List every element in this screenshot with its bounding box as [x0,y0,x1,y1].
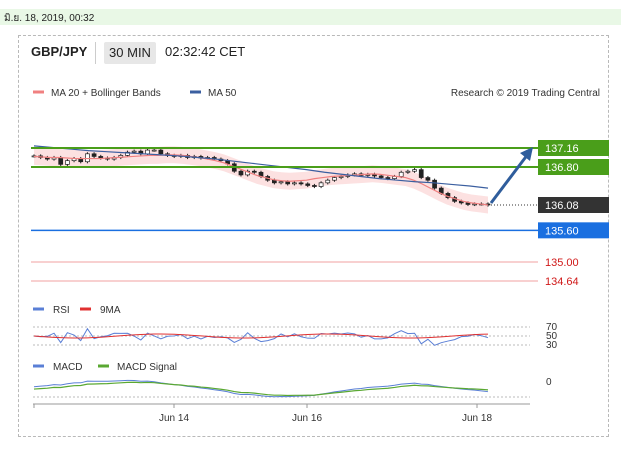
support-tag [538,222,609,239]
candle-body [338,176,344,178]
macd-zero-label: 0 [546,377,552,388]
candle-body [425,177,431,181]
candle-body [418,169,424,178]
rsi-plot [33,327,489,346]
levels-layer: 137.16 136.80 135.60 135.00 134.64 136.08 [31,140,609,288]
candle-body [385,177,391,179]
resistance-tag [538,140,609,156]
candle-body [305,183,311,186]
macd-plot [33,379,489,398]
ma20-line [33,154,489,206]
candle-body [278,181,284,184]
symbol-title: GBP/JPY [31,44,88,59]
candle-body [65,160,70,165]
forecast-arrowhead-icon [520,147,533,161]
current-price-tag [538,197,609,213]
clock-display: 02:32:42 CET [165,44,246,59]
candle-body [251,170,257,173]
candle-body [412,169,417,172]
candle-body [325,179,331,184]
date-bar: มิ.ย. 18, 2019, 00:32 [0,9,621,25]
target-value: 135.00 [545,257,579,269]
candle-body [465,202,471,205]
candle-body [332,177,337,181]
ma50-line [33,145,489,189]
target-value: 134.64 [545,276,579,288]
candle-body [285,181,291,185]
research-credit: Research © 2019 Trading Central [451,88,600,99]
rsi-70-label: 70 [546,322,558,333]
x-tick-label-jun16: Jun 16 [292,413,322,424]
rsi-legend-label: RSI [53,305,70,316]
bollinger-band [34,146,488,214]
candle-body [292,182,297,185]
candle-body [58,157,64,165]
macd-line [33,379,489,398]
price-plot [31,145,491,214]
candle-body [91,153,97,157]
candle-body [98,156,104,159]
ma50-legend-label: MA 50 [208,88,237,99]
rsi-ma-line [33,333,489,339]
candle-body [158,149,164,155]
rsi-line [33,327,489,346]
support-value: 135.60 [545,225,579,237]
candle-body [85,153,90,163]
candle-body [312,185,317,187]
candle-body [432,179,437,189]
macd-legend-label: MACD [53,362,82,373]
x-tick-label-jun18: Jun 18 [462,413,492,424]
candle-body [131,150,137,153]
resistance-tag [538,159,609,175]
candle-body [472,203,477,206]
resistance-value: 136.80 [545,162,579,174]
macd-signal-legend-label: MACD Signal [117,362,177,373]
candle-body [298,182,304,185]
current-price-value: 136.08 [545,200,579,212]
candle-body [151,149,157,152]
macd-signal-line [33,381,489,397]
rsi-30-label: 30 [546,340,558,351]
resistance-value: 137.16 [545,143,579,155]
forecast-arrow [489,153,530,204]
x-tick-label-jun14: Jun 14 [159,413,189,424]
rsi-50-label: 50 [546,331,558,342]
candle-body [238,170,244,176]
ma20-legend-label: MA 20 + Bollinger Bands [51,88,161,99]
candle-body [398,171,404,177]
candle-body [405,170,411,173]
header-divider [95,42,96,64]
candle-body [318,182,324,187]
candle-body [125,151,130,156]
date-text: มิ.ย. 18, 2019, 00:32 [4,13,95,24]
rsi-ma-legend-label: 9MA [100,305,121,316]
candle-body [272,179,277,184]
candle-body [145,149,150,155]
candle-body [378,175,384,178]
timeframe-button[interactable]: 30 MIN [104,42,156,64]
